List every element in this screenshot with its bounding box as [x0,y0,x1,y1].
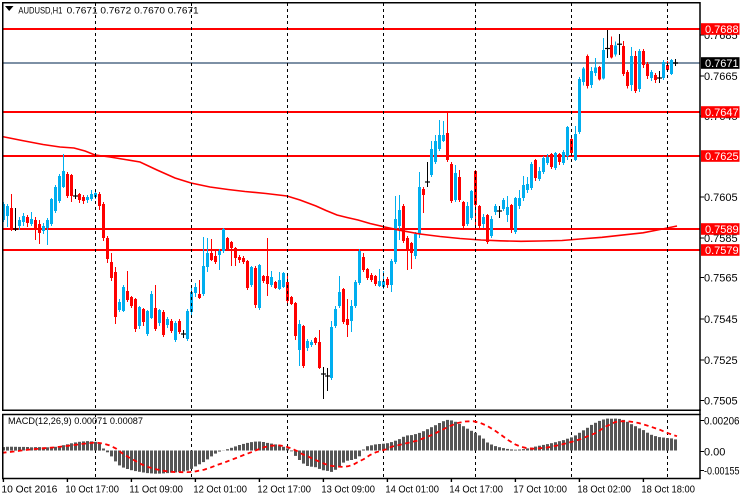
svg-text:12 Oct 01:00: 12 Oct 01:00 [193,485,247,496]
svg-text:0.7605: 0.7605 [704,192,738,204]
svg-text:10 Oct 2016: 10 Oct 2016 [1,485,57,496]
svg-text:18 Oct 02:00: 18 Oct 02:00 [577,485,631,496]
svg-text:0.7671 0.7672 0.7670 0.7671: 0.7671 0.7672 0.7670 0.7671 [67,6,199,17]
svg-text:13 Oct 09:00: 13 Oct 09:00 [321,485,375,496]
svg-text:0.7585: 0.7585 [704,233,738,245]
svg-text:14 Oct 01:00: 14 Oct 01:00 [385,485,439,496]
svg-text:0.7647: 0.7647 [705,107,739,119]
svg-text:0.00: 0.00 [704,447,725,459]
svg-text:0.7579: 0.7579 [705,245,739,257]
svg-text:18 Oct 18:00: 18 Oct 18:00 [641,485,695,496]
svg-text:0.7688: 0.7688 [705,24,739,36]
svg-text:11 Oct 09:00: 11 Oct 09:00 [129,485,183,496]
svg-text:AUDUSD,H1: AUDUSD,H1 [18,6,62,17]
svg-text:10 Oct 17:00: 10 Oct 17:00 [65,485,119,496]
svg-text:17 Oct 10:00: 17 Oct 10:00 [513,485,567,496]
svg-text:0.7671: 0.7671 [705,58,739,70]
svg-text:0.7525: 0.7525 [704,355,738,367]
svg-text:0.7665: 0.7665 [704,71,738,83]
svg-text:14 Oct 17:00: 14 Oct 17:00 [449,485,503,496]
svg-text:0.7565: 0.7565 [704,273,738,285]
svg-text:-0.00155: -0.00155 [704,466,740,478]
svg-text:0.00206: 0.00206 [704,416,740,428]
svg-text:0.7505: 0.7505 [704,396,738,408]
svg-text:MACD(12,26,9) 0.00071 0.00087: MACD(12,26,9) 0.00071 0.00087 [8,416,143,427]
svg-text:0.7545: 0.7545 [704,314,738,326]
svg-text:0.7625: 0.7625 [705,151,739,163]
svg-text:12 Oct 17:00: 12 Oct 17:00 [257,485,311,496]
svg-text:0.7589: 0.7589 [705,224,739,236]
